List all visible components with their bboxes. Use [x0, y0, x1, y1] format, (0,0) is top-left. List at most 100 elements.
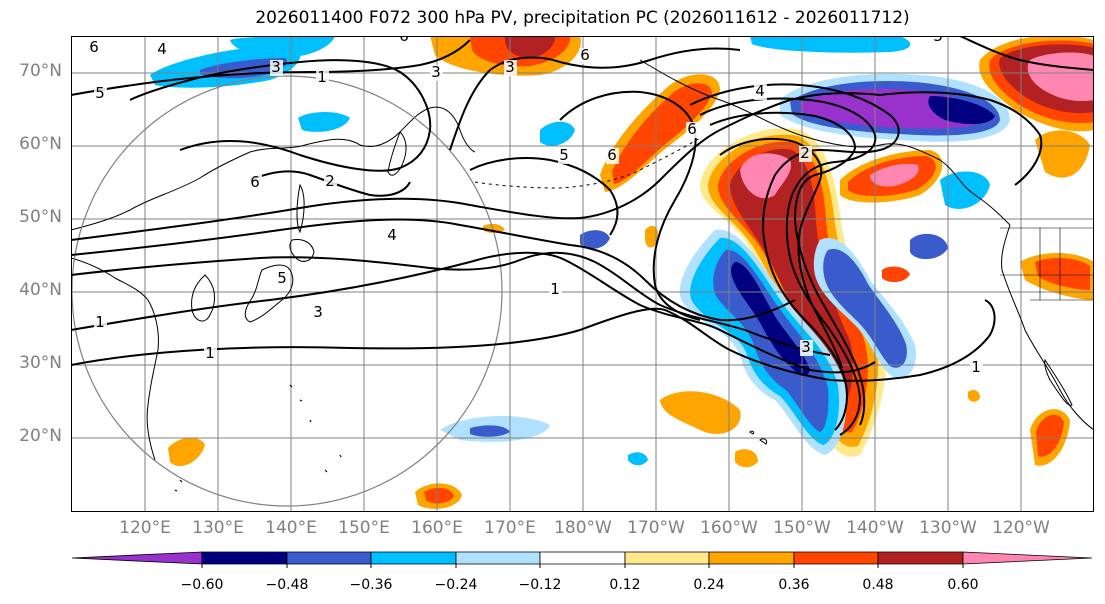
pv-contour-label: 2 [800, 144, 810, 162]
colorbar-tick-label: −0.24 [434, 577, 478, 593]
colorbar-bin [624, 551, 710, 565]
precip-positive-area [740, 153, 792, 199]
coastline-japan [289, 239, 315, 262]
coastline-korea [191, 274, 216, 322]
lon-label-150w: 150°W [773, 518, 831, 538]
pv-contour-label: 2 [325, 172, 335, 190]
colorbar-bin [455, 551, 541, 565]
precip-negative-area [731, 262, 810, 376]
coastline-sakhalin [296, 183, 305, 234]
precip-positive-area [1035, 130, 1090, 178]
pv-contour-label: 3 [431, 63, 441, 81]
precip-negative-area [470, 425, 510, 437]
colorbar-ticks [201, 564, 964, 568]
pv-contour-label: 6 [250, 173, 260, 191]
pv-contour-label: 6 [580, 46, 590, 64]
coastline-north-america [1001, 224, 1094, 431]
precip-negative-area [628, 452, 648, 466]
lon-label-170e: 170°E [484, 518, 536, 538]
pv-contour [959, 36, 1094, 71]
lon-label-160w: 160°W [700, 518, 758, 538]
map-canvas: 5 6 4 3 1 6 2 4 5 3 1 1 1 6 6 3 3 5 6 6 4 2 3 1 3 [71, 36, 1094, 512]
precip-positive-area [424, 487, 454, 504]
pv-contour-label: 4 [755, 82, 765, 100]
pv-contour-label: 1 [205, 344, 215, 362]
precip-negative-area [928, 96, 995, 125]
pv-contour [129, 59, 432, 172]
pv-contour [71, 299, 996, 382]
colorbar-tick-label: 0.48 [862, 577, 894, 593]
pv-contour-label: 1 [971, 358, 981, 376]
colorbar-bins [71, 551, 1093, 565]
pv-contour-labels: 5 6 4 3 1 6 2 4 5 3 1 1 1 6 6 3 3 5 6 6 4 2 3 1 3 [88, 36, 983, 376]
lon-label-150e: 150°E [338, 518, 390, 538]
lat-label-50n: 50°N [19, 207, 62, 227]
lon-label-180w: 180°W [554, 518, 612, 538]
pv-contour-label: 5 [277, 269, 287, 287]
precip-negative-area [910, 233, 948, 260]
precip-positive-area [1036, 414, 1064, 457]
lon-label-120w: 120°W [992, 518, 1050, 538]
pv-contour-label: 6 [687, 120, 697, 138]
colorbar-tick-label: −0.48 [265, 577, 309, 593]
precip-negative-area [298, 112, 350, 132]
pv-contour [449, 47, 741, 151]
coastline-hawaii [749, 430, 767, 445]
pv-contour-label: 3 [271, 58, 281, 76]
pv-contour [249, 170, 411, 197]
colorbar-tick-label: 0.12 [609, 577, 641, 593]
precip-positive-area [612, 83, 712, 184]
precip-positive-area [505, 36, 556, 58]
lat-label-20n: 20°N [19, 426, 62, 446]
pv-contour-label: 3 [933, 36, 943, 45]
pv-contour [719, 137, 843, 369]
precip-positive-area [870, 163, 919, 187]
pv-contour [689, 83, 900, 431]
gridlines [71, 36, 1094, 512]
coastline-asia [71, 257, 159, 461]
lon-label-130w: 130°W [919, 518, 977, 538]
map-panel[interactable]: 5 6 4 3 1 6 2 4 5 3 1 1 1 6 6 3 3 5 6 6 4 2 3 1 3 [71, 36, 1094, 512]
pv-contour [699, 97, 877, 436]
precip-negative-area [823, 249, 907, 368]
lat-label-70n: 70°N [19, 61, 62, 81]
lon-label-130e: 130°E [192, 518, 244, 538]
colorbar-bin [370, 551, 457, 565]
pv-contours [71, 36, 1094, 436]
pv-contour-label: 1 [550, 280, 560, 298]
colorbar-bin [962, 551, 1093, 565]
colorbar [71, 551, 1093, 568]
pv-contour-label: 5 [95, 84, 105, 102]
precip-positive-area [882, 266, 910, 283]
precip-positive-area [660, 391, 741, 434]
pv-contour [879, 91, 1043, 186]
pv-contour-label: 3 [313, 303, 323, 321]
colorbar-bin [286, 551, 372, 565]
precip-positive-area [168, 437, 205, 466]
pv-contour-label: 4 [387, 226, 397, 244]
pv-contour-label: 3 [801, 338, 811, 356]
pv-contour [469, 157, 619, 236]
pv-contour [71, 92, 881, 241]
pv-contour-label: 6 [89, 38, 99, 56]
coastline-asia [71, 106, 476, 231]
colorbar-bin [71, 551, 203, 565]
lon-label-120e: 120°E [119, 518, 171, 538]
lon-label-140e: 140°E [265, 518, 317, 538]
colorbar-bin [793, 551, 879, 565]
precip-positive-area [968, 390, 980, 402]
lat-label-30n: 30°N [19, 353, 62, 373]
lat-label-60n: 60°N [19, 134, 62, 154]
colorbar-bin [877, 551, 964, 565]
colorbar-tick-label: −0.60 [180, 577, 224, 593]
precip-positive-area [735, 449, 758, 468]
pv-contour-label: 6 [399, 36, 409, 45]
colorbar-bin [201, 551, 288, 565]
colorbar-tick-label: −0.36 [349, 577, 393, 593]
colorbar-bin [539, 551, 626, 565]
border-lines [1000, 227, 1094, 301]
coastlines [71, 59, 1094, 492]
precip-negative-area [750, 36, 911, 53]
colorbar-tick-label: 0.36 [778, 577, 810, 593]
pv-contour-label: 1 [317, 68, 327, 86]
